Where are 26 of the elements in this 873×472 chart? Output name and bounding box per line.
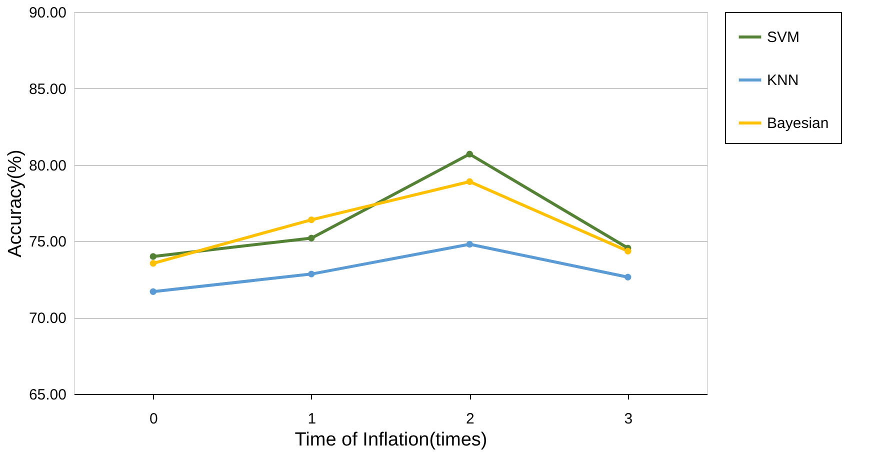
y-axis-title: Accuracy(%) xyxy=(4,150,26,258)
x-axis-title: Time of Inflation(times) xyxy=(294,430,488,450)
point xyxy=(150,253,156,260)
point xyxy=(466,240,473,248)
point xyxy=(308,270,315,278)
point xyxy=(624,274,632,280)
point xyxy=(150,260,156,267)
point xyxy=(308,234,315,242)
legend-label: KNN xyxy=(767,72,799,89)
y-tick-label: 85.00 xyxy=(28,80,66,98)
y-tick-label: 65.00 xyxy=(28,386,66,404)
point xyxy=(624,248,632,254)
point xyxy=(308,216,315,224)
x-tick-label: 2 xyxy=(466,410,474,428)
x-tick-label: 3 xyxy=(624,410,633,428)
legend-label: SVM xyxy=(767,29,800,46)
y-tick-label: 80.00 xyxy=(28,157,66,174)
x-tick-label: 1 xyxy=(308,410,316,428)
point xyxy=(466,150,473,158)
y-tick-label: 75.00 xyxy=(28,234,66,251)
y-tick-label: 70.00 xyxy=(28,310,66,328)
legend-label: Bayesian xyxy=(767,115,829,132)
point xyxy=(466,178,473,185)
y-tick-label: 90.00 xyxy=(28,4,66,22)
x-tick-label: 0 xyxy=(149,410,158,428)
point xyxy=(150,288,156,295)
